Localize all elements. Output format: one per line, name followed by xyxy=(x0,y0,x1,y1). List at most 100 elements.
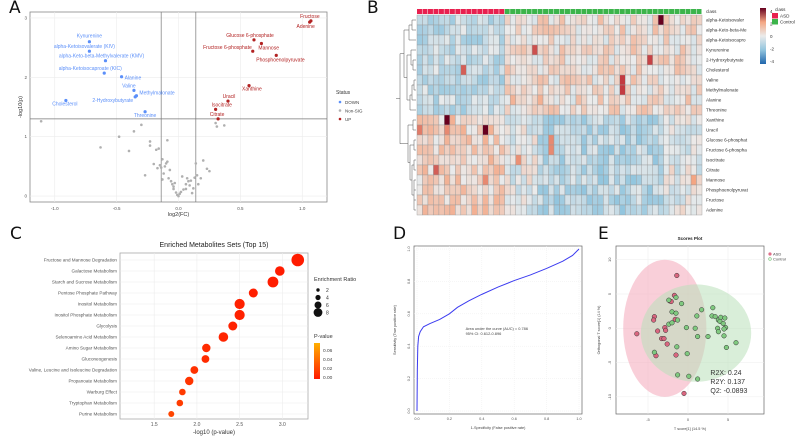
heatmap-cell xyxy=(460,204,467,216)
heatmap-cell xyxy=(455,54,462,66)
heatmap-cell xyxy=(559,44,566,56)
legend-marker xyxy=(338,100,342,104)
heatmap-cell xyxy=(499,174,505,186)
row-label: Uracil xyxy=(706,128,718,133)
heatmap-cell xyxy=(531,134,538,146)
heatmap-cell xyxy=(433,54,440,66)
heatmap-cell xyxy=(537,144,544,156)
heatmap-cell xyxy=(679,134,686,146)
class-row-label: class xyxy=(706,9,717,14)
score-point-control xyxy=(695,333,701,340)
heatmap-cell xyxy=(460,194,467,206)
heatmap-cell xyxy=(592,194,599,206)
heatmap-cell xyxy=(625,194,631,206)
heatmap-cell xyxy=(586,114,593,126)
row-label: Mannose xyxy=(706,178,725,183)
heatmap-cell xyxy=(422,144,429,156)
heatmap-cell xyxy=(466,84,473,96)
heatmap-cell xyxy=(641,14,648,26)
heatmap-cell xyxy=(603,194,610,206)
heatmap-cell xyxy=(548,164,555,176)
heatmap-cell xyxy=(542,34,549,46)
heatmap-cell xyxy=(608,144,615,156)
heatmap-cell xyxy=(537,14,544,26)
panel-letter-c: C xyxy=(10,224,22,244)
heatmap-cell xyxy=(466,94,473,106)
heatmap-cell xyxy=(619,204,626,216)
heatmap-cell xyxy=(668,64,675,76)
heatmap-cell xyxy=(597,174,604,186)
class-bar-cell xyxy=(619,9,625,14)
heatmap-cell xyxy=(564,14,571,26)
heatmap-cell xyxy=(570,34,577,46)
heatmap-cell xyxy=(608,124,615,136)
heatmap-cell xyxy=(636,64,642,76)
heatmap-cell xyxy=(663,194,670,206)
heatmap-cell xyxy=(575,184,582,196)
x-tick-label: 5 xyxy=(727,417,730,422)
x-tick-label: 1.0 xyxy=(299,206,306,211)
legend-label: UP xyxy=(345,117,351,122)
heatmap-cell xyxy=(619,34,626,46)
heatmap-cell xyxy=(488,164,494,176)
heatmap-cell xyxy=(493,54,500,66)
heatmap-cell xyxy=(636,114,642,126)
heatmap-cell xyxy=(427,134,434,146)
heatmap-cell xyxy=(460,144,467,156)
class-legend-label: Control xyxy=(780,20,795,25)
heatmap-cell xyxy=(559,184,566,196)
heatmap-cell xyxy=(460,94,467,106)
heatmap-cell xyxy=(466,64,473,76)
class-bar-cell xyxy=(499,9,505,14)
legend-label: Non-SIG xyxy=(345,109,363,114)
heatmap-cell xyxy=(477,124,483,136)
heatmap-cell xyxy=(449,194,456,206)
heatmap-cell xyxy=(674,124,681,136)
heatmap-cell xyxy=(531,124,538,136)
heatmap-cell xyxy=(575,64,582,76)
heatmap-cell xyxy=(603,134,610,146)
x-tick-label: 0.0 xyxy=(175,206,182,211)
heatmap-cell xyxy=(416,164,423,176)
heatmap-cell xyxy=(614,114,620,126)
class-bar-cell xyxy=(625,9,631,14)
heatmap-cell xyxy=(427,204,434,216)
heatmap-cell xyxy=(455,74,462,86)
heatmap-cell xyxy=(625,204,631,216)
heatmap-cell xyxy=(603,74,610,86)
heatmap-cell xyxy=(548,194,555,206)
heatmap-cell xyxy=(564,144,571,156)
heatmap-cell xyxy=(531,184,538,196)
enrichment-dot xyxy=(234,309,245,321)
heatmap-cell xyxy=(460,124,467,136)
heatmap-cell xyxy=(455,84,462,96)
heatmap-cell xyxy=(553,134,560,146)
heatmap-cell xyxy=(641,24,648,36)
heatmap-cell xyxy=(674,154,681,166)
heatmap-cell xyxy=(520,204,527,216)
heatmap-cell xyxy=(690,164,697,176)
score-point-control xyxy=(686,373,692,379)
heatmap-cell xyxy=(570,204,577,216)
heatmap-cell xyxy=(696,34,703,46)
heatmap-cell xyxy=(509,74,516,86)
heatmap-cell xyxy=(444,14,451,26)
heatmap-cell xyxy=(581,184,588,196)
heatmap-cell xyxy=(690,64,697,76)
heatmap-cell xyxy=(668,24,675,36)
heatmap-cell xyxy=(444,194,451,206)
heatmap-cell xyxy=(520,154,527,166)
heatmap-cell xyxy=(603,64,610,76)
heatmap-cell xyxy=(614,84,620,96)
heatmap-cell xyxy=(449,184,456,196)
heatmap-cell xyxy=(553,144,560,156)
heatmap-cell xyxy=(427,74,434,86)
heatmap-cell xyxy=(488,154,494,166)
class-bar-cell xyxy=(691,9,697,14)
plot-frame xyxy=(413,245,583,415)
heatmap-cell xyxy=(460,174,467,186)
sig-point xyxy=(252,38,256,42)
heatmap-cell xyxy=(619,14,626,26)
heatmap-cell xyxy=(592,164,599,176)
heatmap-cell xyxy=(444,114,451,126)
